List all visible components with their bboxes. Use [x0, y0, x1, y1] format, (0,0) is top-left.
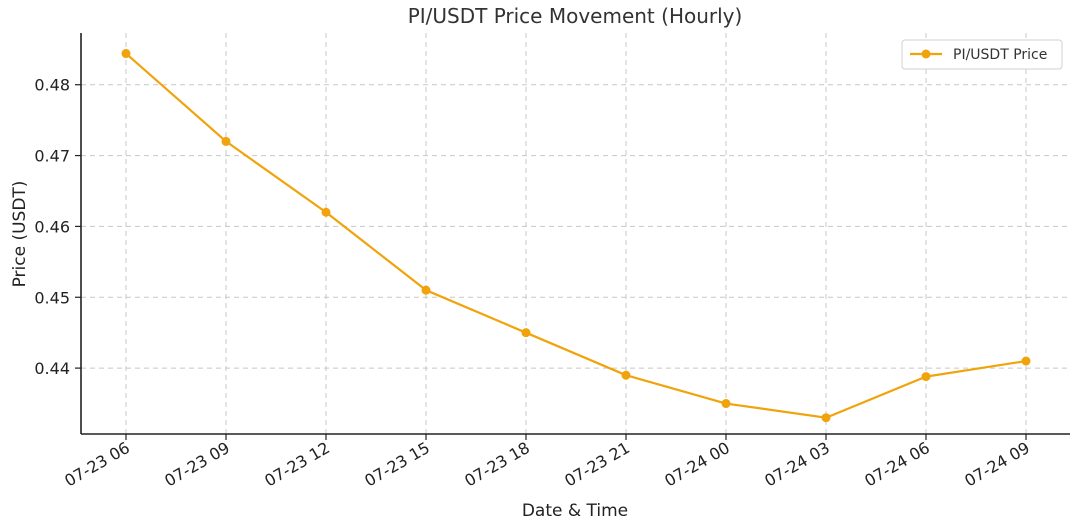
y-tick-label: 0.44	[34, 359, 70, 378]
grid-lines	[81, 33, 1070, 434]
y-tick-label: 0.48	[34, 76, 70, 95]
data-point	[421, 285, 431, 295]
x-axis-ticks: 07-23 06 07-23 09 07-23 12 07-23 15 07-23 18…	[61, 434, 1033, 490]
x-tick-label: 07-23 15	[361, 438, 433, 490]
data-point	[721, 399, 731, 409]
chart-title: PI/USDT Price Movement (Hourly)	[408, 4, 743, 28]
x-tick-label: 07-23 06	[61, 438, 133, 490]
legend-box	[901, 39, 1063, 70]
x-tick-label: 07-24 06	[861, 438, 933, 490]
data-point	[1021, 356, 1031, 366]
data-point	[521, 328, 531, 338]
x-tick-label: 07-23 18	[461, 438, 533, 490]
data-point	[221, 136, 231, 146]
series-layer	[121, 49, 1031, 423]
axes	[80, 33, 1070, 435]
x-tick-label: 07-24 09	[961, 438, 1033, 490]
data-point	[621, 370, 631, 380]
x-tick-label: 07-23 09	[161, 438, 233, 490]
y-tick-label: 0.45	[34, 288, 70, 307]
y-axis-label: Price (USDT)	[10, 181, 30, 288]
data-point	[121, 49, 131, 59]
legend-label: PI/USDT Price	[953, 47, 1047, 63]
series-line	[125, 52, 1027, 419]
x-tick-label: 07-23 12	[261, 438, 333, 490]
x-tick-label: 07-23 21	[561, 438, 633, 490]
data-point	[321, 207, 331, 217]
y-tick-label: 0.46	[34, 217, 70, 236]
y-tick-label: 0.47	[34, 147, 70, 166]
x-tick-label: 07-24 00	[661, 438, 733, 490]
legend: PI/USDT Price	[901, 39, 1063, 70]
data-point	[921, 372, 931, 382]
x-tick-label: 07-24 03	[761, 438, 833, 490]
data-point	[821, 413, 831, 423]
legend-marker-swatch	[921, 49, 931, 59]
x-axis-label: Date & Time	[522, 501, 628, 521]
y-axis-ticks: 0.44 0.45 0.46 0.47 0.48	[34, 76, 81, 378]
